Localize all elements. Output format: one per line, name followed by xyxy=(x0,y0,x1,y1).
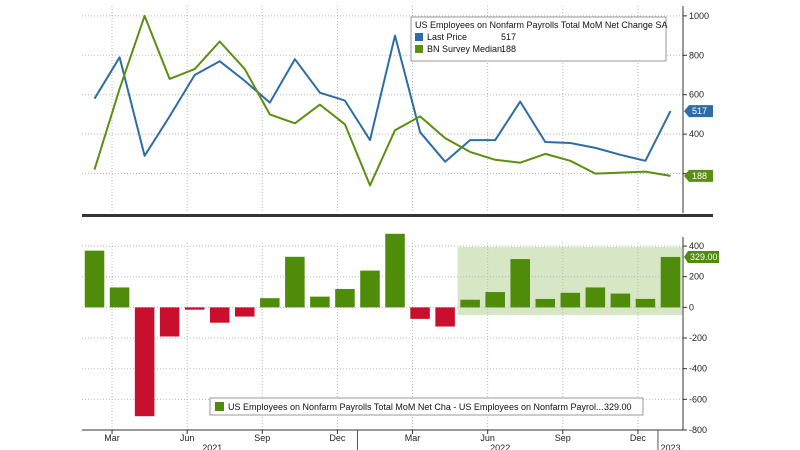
survey-median-swatch xyxy=(415,45,423,53)
x-month-label: Jun xyxy=(480,433,495,443)
bar xyxy=(660,256,681,308)
bar xyxy=(535,298,556,308)
top-legend-box xyxy=(410,16,667,62)
bottom-ytick-label: -600 xyxy=(689,394,707,404)
x-year-label: 2022 xyxy=(490,443,510,450)
bar xyxy=(260,298,280,308)
panel-separator xyxy=(82,214,713,217)
bar xyxy=(585,287,606,308)
x-year-label: 2023 xyxy=(660,443,680,450)
top-panel-grid xyxy=(82,6,683,213)
last-price-swatch xyxy=(415,33,423,41)
x-month-label: Sep xyxy=(254,433,270,443)
bar-value-tag xyxy=(684,250,719,263)
survey-median-line xyxy=(93,14,671,187)
bar-value-tag-label: 329.00 xyxy=(690,252,718,262)
bottom-legend-box xyxy=(209,397,644,416)
legends: US Employees on Nonfarm Payrolls Total M… xyxy=(209,16,667,416)
bar xyxy=(510,259,530,308)
top-ytick-label: 800 xyxy=(689,50,704,60)
last-price-tag xyxy=(684,105,713,118)
bottom-ytick-label: 400 xyxy=(689,241,704,251)
top-ytick-label: 1000 xyxy=(689,11,709,21)
bar xyxy=(159,307,180,337)
bottom-legend-value: 329.00 xyxy=(604,402,632,412)
top-ytick-label: 600 xyxy=(689,90,704,100)
x-month-label: Dec xyxy=(630,433,647,443)
axes: 10008006004002004002000-200-400-600-800M… xyxy=(82,6,713,450)
top-legend-title: US Employees on Nonfarm Payrolls Total M… xyxy=(415,20,667,30)
last-price-legend-value: 517 xyxy=(501,32,516,42)
bottom-legend-swatch xyxy=(215,402,224,411)
bar xyxy=(610,293,631,308)
bar xyxy=(360,270,380,308)
survey-median-legend-label: BN Survey Median xyxy=(427,44,502,54)
bottom-legend-label: US Employees on Nonfarm Payrolls Total M… xyxy=(228,402,603,412)
bar xyxy=(335,288,355,308)
x-month-label: Sep xyxy=(555,433,571,443)
bottom-ytick-label: 0 xyxy=(689,302,694,312)
survey-median-tag xyxy=(684,169,713,182)
bar xyxy=(184,307,205,310)
bar xyxy=(635,298,656,308)
x-month-label: Dec xyxy=(329,433,346,443)
last-price-legend-label: Last Price xyxy=(427,32,467,42)
bottom-panel-bars xyxy=(84,233,681,417)
x-month-label: Mar xyxy=(104,433,120,443)
bar xyxy=(285,256,305,308)
bar xyxy=(134,307,155,417)
bottom-ytick-label: -800 xyxy=(689,425,707,435)
bar xyxy=(310,296,330,308)
bar xyxy=(485,292,505,308)
x-year-label: 2021 xyxy=(202,443,222,450)
x-month-label: Jun xyxy=(180,433,195,443)
survey-median-tag-label: 188 xyxy=(692,171,707,181)
survey-median-legend-value: 188 xyxy=(501,44,516,54)
bar xyxy=(209,307,230,323)
bar xyxy=(235,307,255,317)
bar xyxy=(109,287,130,308)
x-month-label: Mar xyxy=(405,433,421,443)
bar xyxy=(435,307,455,327)
last-price-line xyxy=(93,34,672,163)
top-ytick-label: 400 xyxy=(689,129,704,139)
bottom-ytick-label: 200 xyxy=(689,272,704,282)
bar xyxy=(84,250,105,308)
top-panel-lines xyxy=(93,14,672,187)
last-price-tag-label: 517 xyxy=(692,106,707,116)
bar xyxy=(460,299,480,308)
bottom-ytick-label: -200 xyxy=(689,333,707,343)
bar xyxy=(560,292,581,308)
value-tags: 517 188 329.00 xyxy=(684,105,719,263)
bar xyxy=(410,307,430,319)
bottom-ytick-label: -400 xyxy=(689,364,707,374)
bar xyxy=(385,233,405,308)
